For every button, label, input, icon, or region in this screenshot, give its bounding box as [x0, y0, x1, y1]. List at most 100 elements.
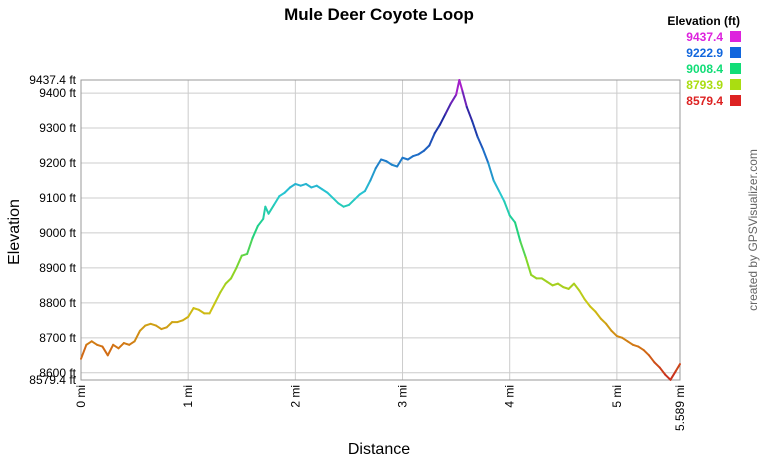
profile-segment — [642, 349, 651, 357]
y-tick-label: 9100 ft — [39, 191, 76, 205]
credit-text: created by GPSVisualizer.com — [746, 149, 760, 311]
profile-segment — [337, 202, 345, 208]
profile-segment — [197, 308, 206, 315]
x-tick-label: 5.589 mi — [673, 385, 687, 431]
x-axis-label: Distance — [348, 441, 410, 458]
profile-segment — [112, 343, 120, 350]
elevation-profile-line — [80, 79, 681, 381]
profile-segment — [471, 120, 479, 138]
profile-segment — [417, 149, 425, 156]
profile-segment — [653, 361, 661, 369]
y-tick-label: 8579.4 ft — [29, 373, 76, 387]
profile-segment — [476, 135, 484, 151]
profile-segment — [165, 321, 174, 329]
x-axis-tick-labels: 0 mi 1 mi 2 mi 3 mi 4 mi 5 mi 5.589 mi — [74, 385, 687, 431]
legend-swatch — [730, 79, 741, 90]
profile-segment — [80, 343, 88, 360]
profile-segment — [369, 167, 377, 182]
x-tick-label: 5 mi — [610, 385, 624, 408]
profile-segment — [267, 203, 275, 215]
x-tick-label: 3 mi — [396, 385, 410, 408]
profile-segment — [283, 186, 291, 194]
x-tick-label: 4 mi — [503, 385, 517, 408]
profile-segment — [133, 329, 141, 343]
profile-segment — [449, 93, 458, 105]
legend: Elevation (ft) 9437.4 9222.9 9008.4 8793.9 8… — [667, 14, 741, 108]
profile-segment — [262, 205, 267, 220]
profile-segment — [458, 79, 464, 93]
profile-segment — [326, 191, 334, 199]
profile-segment — [85, 340, 93, 346]
legend-value: 8793.9 — [686, 78, 723, 92]
profile-segment — [155, 324, 163, 331]
profile-segment — [487, 162, 495, 182]
profile-segment — [674, 363, 681, 373]
y-tick-label: 8900 ft — [39, 261, 76, 275]
profile-segment — [599, 317, 608, 325]
x-tick-label: 0 mi — [74, 385, 88, 408]
profile-segment — [658, 366, 667, 376]
profile-segment — [256, 217, 265, 227]
profile-segment — [230, 266, 238, 280]
profile-segment — [497, 189, 506, 203]
profile-segment — [567, 282, 576, 290]
profile-segment — [465, 106, 474, 123]
profile-segment — [385, 160, 393, 166]
profile-segment — [621, 336, 629, 343]
profile-segment — [428, 132, 436, 147]
profile-segment — [90, 340, 99, 346]
profile-segment — [128, 340, 136, 346]
y-tick-label: 9400 ft — [39, 86, 76, 100]
legend-value: 9437.4 — [686, 30, 723, 44]
profile-segment — [305, 182, 313, 189]
legend-value: 9008.4 — [686, 62, 723, 76]
profile-segment — [503, 200, 511, 217]
profile-segment — [669, 370, 677, 381]
profile-segment — [519, 240, 527, 259]
profile-segment — [524, 256, 533, 276]
profile-segment — [626, 340, 634, 346]
profile-segment — [461, 90, 468, 109]
legend-value: 9222.9 — [686, 46, 723, 60]
profile-segment — [187, 307, 195, 318]
profile-segment — [514, 221, 522, 243]
profile-segment — [235, 254, 243, 269]
profile-segment — [481, 148, 490, 165]
profile-segment — [219, 282, 227, 294]
profile-segment — [213, 291, 222, 304]
x-tick-label: 2 mi — [288, 385, 302, 408]
legend-title: Elevation (ft) — [667, 14, 740, 28]
profile-segment — [439, 113, 447, 126]
profile-segment — [664, 373, 672, 381]
profile-segment — [101, 345, 109, 357]
profile-segment — [138, 324, 147, 332]
profile-segment — [508, 214, 517, 224]
profile-segment — [181, 315, 190, 322]
profile-segment — [117, 342, 125, 350]
y-tick-label: 9200 ft — [39, 156, 76, 170]
profile-segment — [272, 195, 281, 206]
profile-segment — [315, 184, 324, 191]
profile-segment — [353, 193, 361, 201]
profile-segment — [422, 144, 431, 152]
profile-segment — [208, 301, 216, 315]
profile-segment — [251, 224, 259, 240]
profile-segment — [530, 273, 538, 280]
profile-segment — [246, 237, 254, 255]
legend-swatch — [730, 47, 741, 58]
y-tick-label: 8800 ft — [39, 296, 76, 310]
profile-segment — [278, 191, 286, 198]
profile-segment — [288, 182, 297, 189]
y-tick-label: 9000 ft — [39, 226, 76, 240]
profile-segment — [364, 179, 372, 192]
profile-segment — [637, 345, 645, 352]
y-tick-label: 9437.4 ft — [29, 73, 76, 87]
profile-segment — [605, 322, 613, 332]
profile-segment — [444, 102, 452, 116]
profile-segment — [589, 305, 597, 313]
profile-segment — [594, 310, 602, 320]
plot-area-frame — [80, 79, 681, 381]
